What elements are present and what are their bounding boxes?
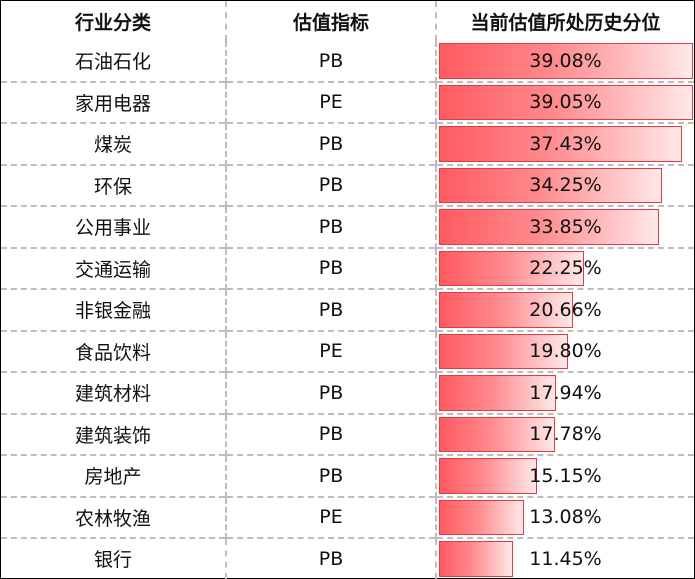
table-row: 食品饮料 PE 19.80% [1,330,694,372]
percentile-value: 17.94% [529,381,602,404]
percentile-value: 15.15% [529,464,602,487]
percentile-cell: 19.80% [435,330,694,372]
percentile-data-bar [439,333,568,369]
industry-cell: 环保 [93,175,132,198]
percentile-data-bar [439,209,659,245]
metric-cell: PB [225,455,436,497]
table-row: 公用事业 PB 33.85% [1,206,694,248]
percentile-cell: 13.08% [435,496,694,538]
percentile-value: 11.45% [529,547,602,570]
percentile-value: 17.78% [529,423,602,446]
industry-cell: 食品饮料 [74,341,151,364]
table-body: 石油石化 PB 39.08% 家用电器 PE 39.05% 煤炭 PB 37.43% 环保 PB 34… [1,41,694,579]
metric-cell: PB [225,372,436,414]
percentile-value: 20.66% [529,298,602,321]
industry-cell: 交通运输 [74,258,151,281]
table-row: 煤炭 PB 37.43% [1,123,694,165]
industry-cell: 农林牧渔 [74,507,151,530]
metric-cell: PB [225,289,436,331]
industry-cell: 煤炭 [93,134,132,157]
percentile-cell: 39.05% [435,81,694,123]
table-row: 建筑装饰 PB 17.78% [1,413,694,455]
table-row: 石油石化 PB 39.08% [1,41,694,82]
table-row: 环保 PB 34.25% [1,164,694,206]
percentile-data-bar [439,84,693,120]
percentile-data-bar [439,458,537,494]
metric-cell: PB [225,206,436,248]
percentile-value: 33.85% [529,215,602,238]
header-metric: 估值指标 [225,1,436,41]
industry-cell: 房地产 [84,466,142,489]
percentile-value: 37.43% [529,132,602,155]
percentile-data-bar [439,416,555,452]
industry-cell: 建筑材料 [74,383,151,406]
table-row: 房地产 PB 15.15% [1,455,694,497]
percentile-value: 19.80% [529,340,602,363]
percentile-cell: 34.25% [435,164,694,206]
metric-cell: PE [225,81,436,123]
metric-cell: PE [225,330,436,372]
percentile-data-bar [439,43,693,79]
metric-cell: PB [225,123,436,165]
metric-cell: PB [225,41,436,82]
percentile-value: 39.05% [529,91,602,114]
industry-cell: 银行 [93,549,132,572]
percentile-data-bar [439,541,513,577]
percentile-cell: 20.66% [435,289,694,331]
table-row: 交通运输 PB 22.25% [1,247,694,289]
percentile-cell: 15.15% [435,455,694,497]
percentile-cell: 37.43% [435,123,694,165]
percentile-value: 39.08% [529,49,602,72]
metric-cell: PB [225,247,436,289]
table-row: 非银金融 PB 20.66% [1,289,694,331]
percentile-cell: 22.25% [435,247,694,289]
percentile-data-bar [439,499,524,535]
percentile-value: 34.25% [529,174,602,197]
table-row: 银行 PB 11.45% [1,538,694,579]
percentile-cell: 33.85% [435,206,694,248]
percentile-cell: 39.08% [435,41,694,82]
industry-cell: 石油石化 [74,51,151,74]
percentile-cell: 17.78% [435,413,694,455]
table-header-row: 行业分类 估值指标 当前估值所处历史分位 [1,1,694,41]
header-industry: 行业分类 [74,11,151,34]
percentile-data-bar [439,292,573,328]
industry-cell: 建筑装饰 [74,424,151,447]
percentile-data-bar [439,375,556,411]
percentile-value: 13.08% [529,506,602,529]
metric-cell: PB [225,413,436,455]
percentile-cell: 11.45% [435,538,694,579]
percentile-value: 22.25% [529,257,602,280]
percentile-data-bar [439,167,662,203]
header-percentile: 当前估值所处历史分位 [435,1,694,41]
percentile-data-bar [439,250,584,286]
percentile-data-bar [439,126,682,162]
metric-cell: PE [225,496,436,538]
table-row: 农林牧渔 PE 13.08% [1,496,694,538]
industry-cell: 非银金融 [74,300,151,323]
metric-cell: PB [225,538,436,579]
table-row: 建筑材料 PB 17.94% [1,372,694,414]
percentile-cell: 17.94% [435,372,694,414]
industry-cell: 家用电器 [74,92,151,115]
table-row: 家用电器 PE 39.05% [1,81,694,123]
metric-cell: PB [225,164,436,206]
industry-cell: 公用事业 [74,217,151,240]
